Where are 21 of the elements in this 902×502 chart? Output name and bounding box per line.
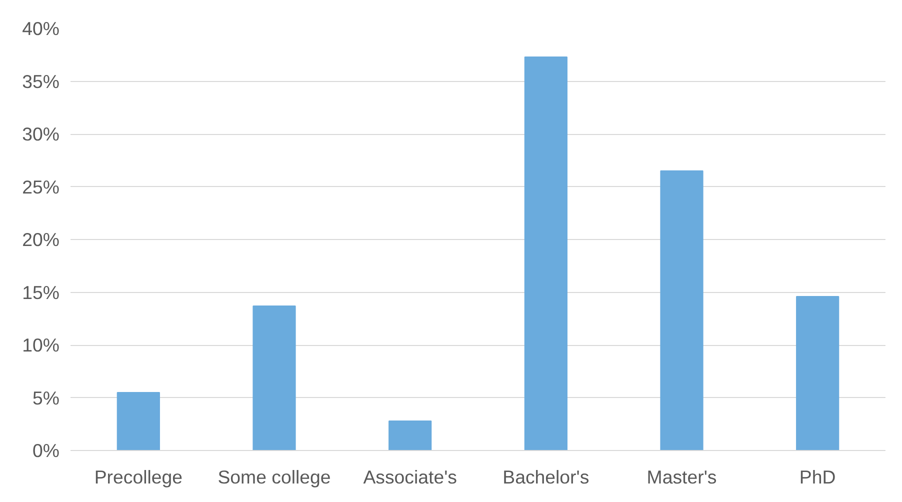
bar (252, 305, 296, 450)
bar (524, 56, 568, 450)
x-tick-label: Precollege (94, 466, 182, 488)
y-tick-label: 40% (22, 18, 60, 39)
y-tick-label: 5% (32, 387, 60, 408)
y-tick-label: 0% (32, 440, 60, 461)
y-tick-label: 20% (22, 229, 60, 250)
x-tick-label: Associate's (363, 466, 457, 488)
x-tick-label: Bachelor's (502, 466, 590, 488)
x-tick-label: Master's (646, 466, 717, 488)
x-tick-label: PhD (799, 466, 836, 488)
bar (796, 296, 840, 450)
y-tick-label: 30% (22, 124, 60, 144)
bar (116, 392, 160, 450)
y-tick-label: 35% (22, 70, 60, 92)
y-tick-label: 25% (22, 176, 60, 198)
y-tick-label: 10% (22, 334, 60, 356)
bar (388, 420, 432, 450)
y-tick-label: 15% (22, 282, 60, 303)
x-tick-label: Some college (218, 466, 331, 488)
bar (660, 170, 704, 450)
